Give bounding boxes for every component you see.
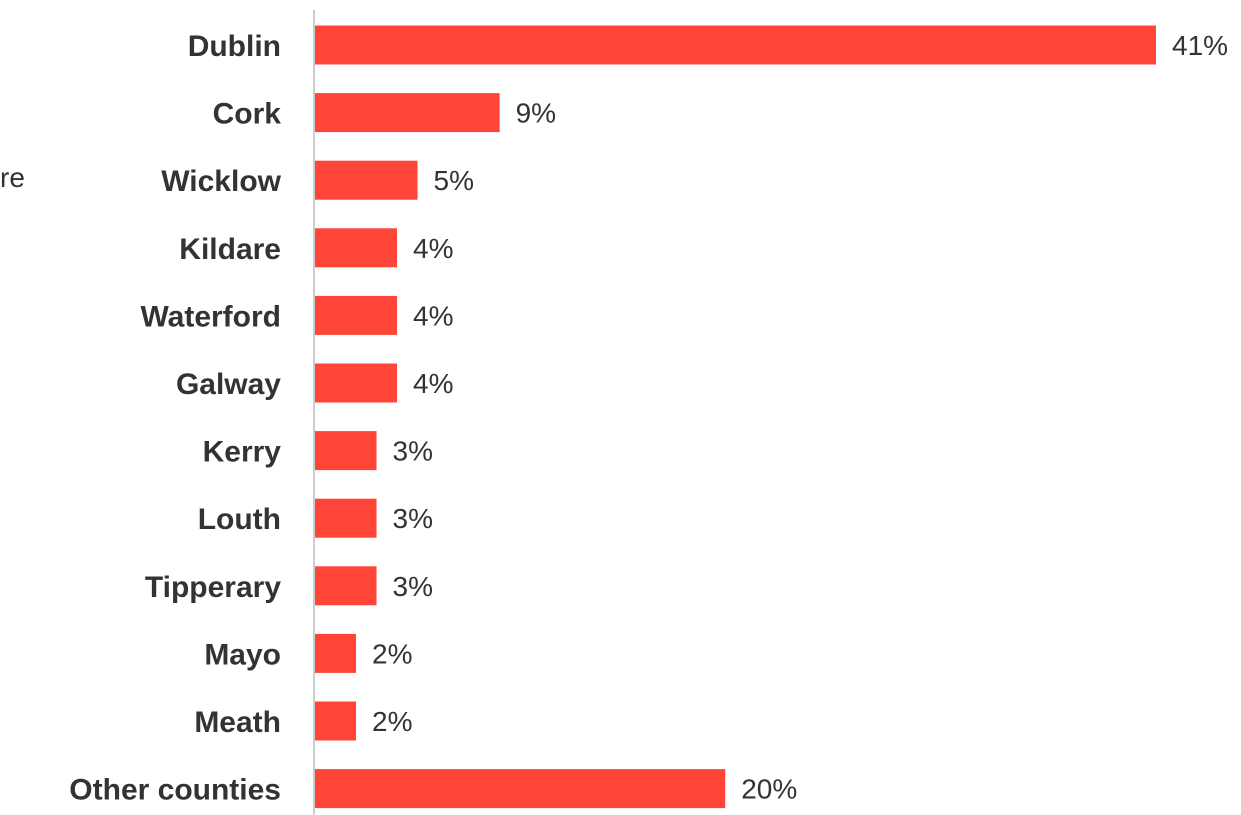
bar (315, 633, 357, 673)
value-label: 9% (516, 98, 556, 129)
value-label: 3% (393, 503, 433, 534)
bar (315, 295, 398, 335)
category-label: Louth (198, 503, 281, 536)
category-label: Wicklow (161, 165, 281, 198)
value-label: 5% (434, 165, 474, 196)
category-label: Other counties (69, 774, 281, 807)
category-label: Dublin (188, 30, 281, 63)
category-label: Galway (176, 368, 281, 401)
category-label: Mayo (204, 638, 281, 671)
value-label: 4% (413, 300, 453, 331)
value-label: 2% (372, 706, 412, 737)
bar (315, 431, 377, 471)
bar (315, 769, 726, 809)
bar (315, 160, 418, 200)
bar (315, 228, 398, 268)
value-label: 3% (393, 436, 433, 467)
cropped-text-fragment: re (0, 162, 25, 193)
bar (315, 498, 377, 538)
bar (315, 566, 377, 606)
value-label: 20% (741, 774, 797, 805)
category-label: Kerry (203, 436, 282, 469)
value-label: 2% (372, 638, 412, 669)
bar (315, 701, 357, 741)
value-label: 4% (413, 368, 453, 399)
bar (315, 363, 398, 403)
value-label: 41% (1172, 30, 1228, 61)
category-label: Waterford (140, 300, 281, 333)
value-label: 4% (413, 233, 453, 264)
bar (315, 25, 1156, 65)
value-label: 3% (393, 571, 433, 602)
category-label: Cork (213, 98, 282, 131)
bar (315, 93, 500, 133)
category-label: Tipperary (145, 571, 281, 604)
category-label: Meath (194, 706, 281, 739)
bars-group: Dublin 41% Cork 9% Wicklow 5% Kildare 4% Waterfo… (69, 25, 1228, 809)
category-label: Kildare (179, 233, 281, 266)
